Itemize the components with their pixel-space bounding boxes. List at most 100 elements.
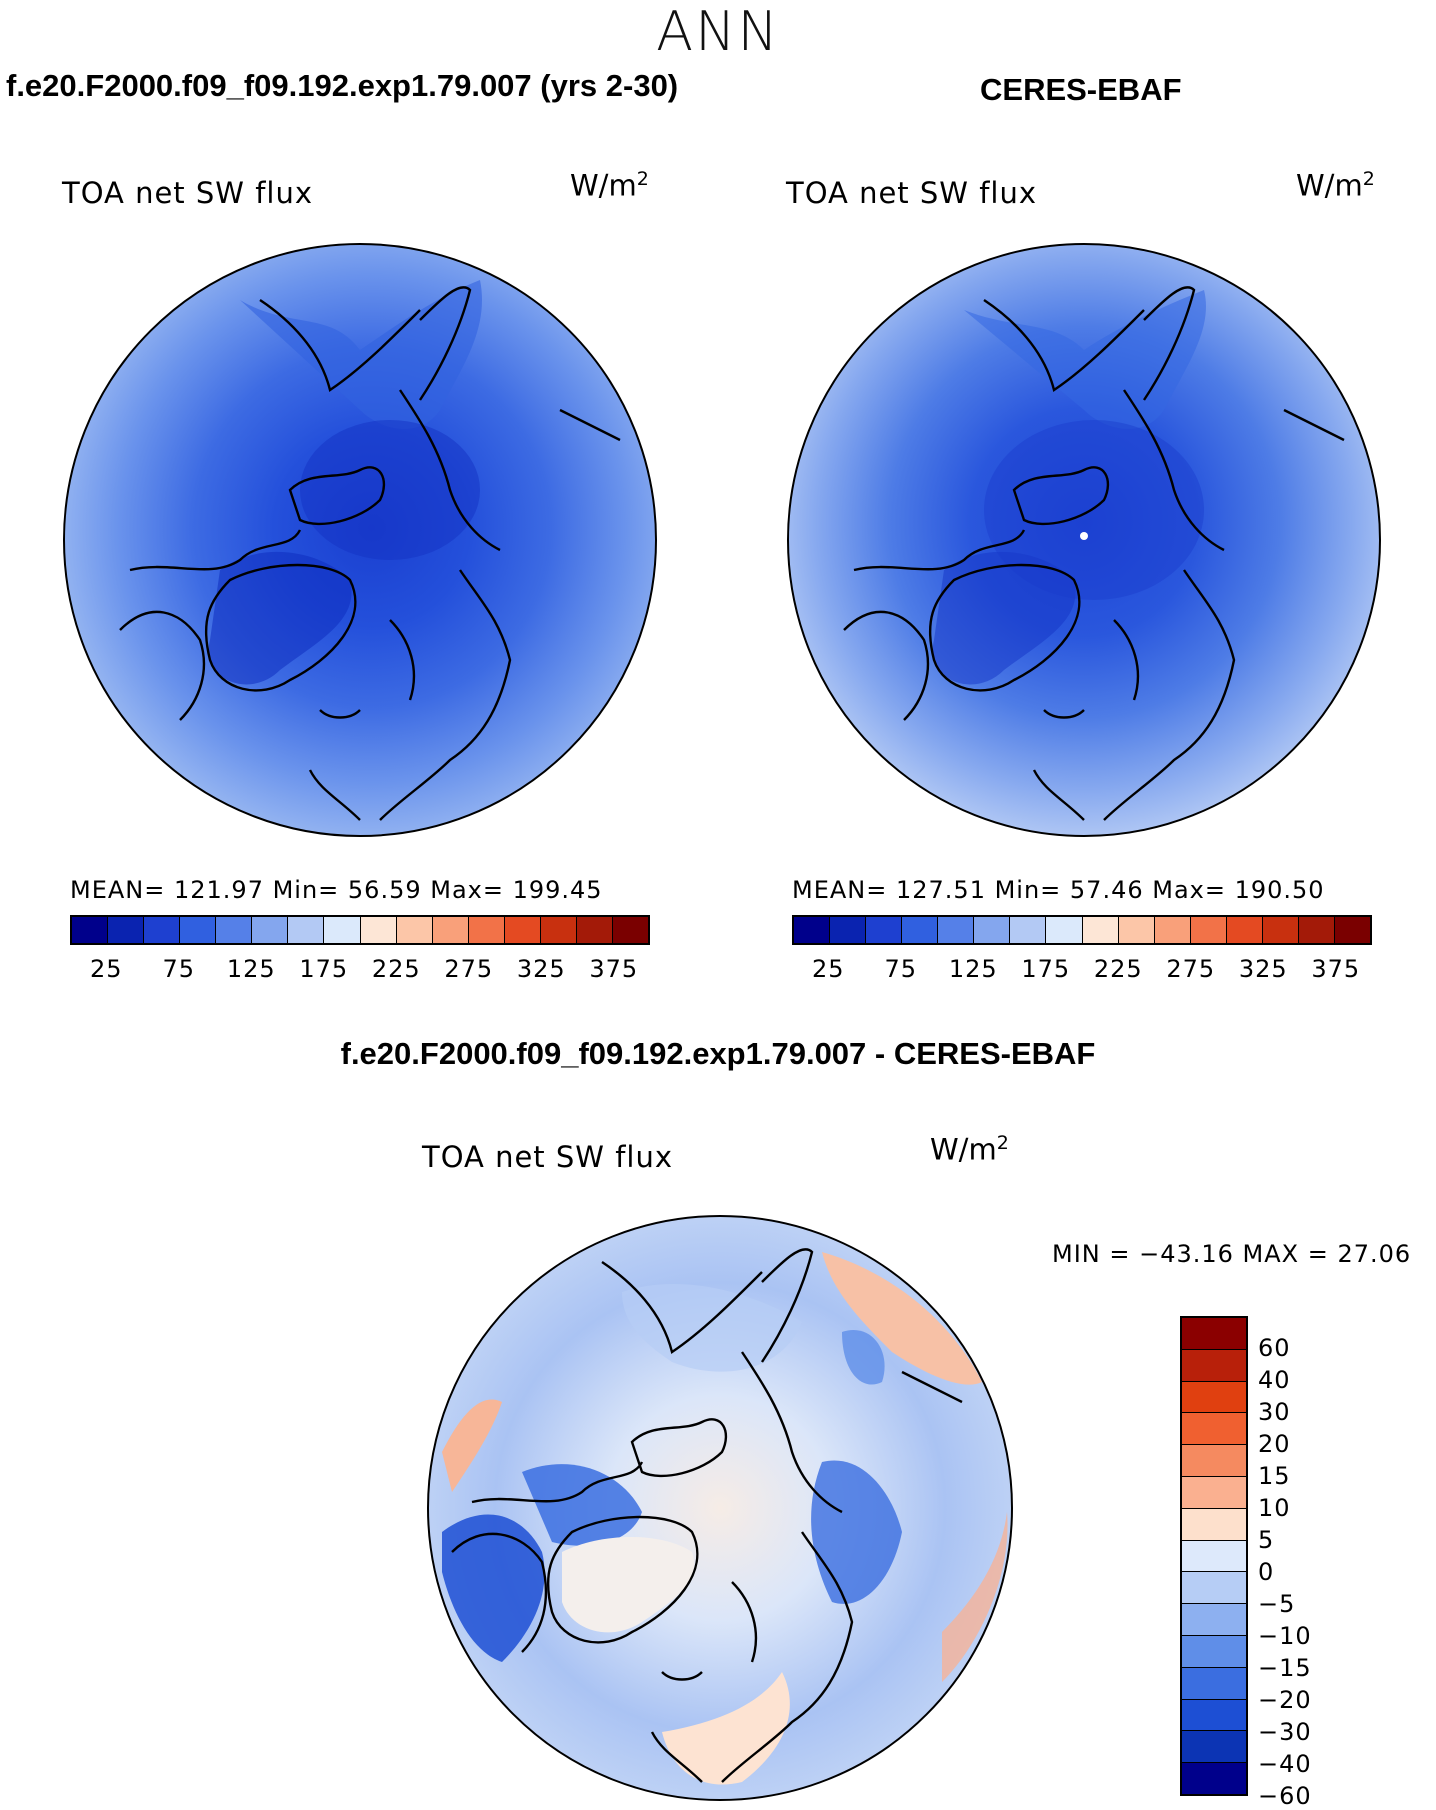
obs-colorbar-bin [794, 917, 831, 943]
diff-coastlines [451, 1248, 963, 1783]
diff-positive-north-east [822, 1252, 982, 1385]
obs-colorbar-tick-label: 225 [1093, 955, 1143, 983]
diff-colorbar-bin [1182, 1604, 1246, 1636]
diff-colorbar-bin [1182, 1572, 1246, 1605]
obs-colorbar-tick-label: 75 [884, 955, 918, 983]
obs-colorbar-bin [974, 917, 1011, 943]
model-colorbar-tick-label: 375 [589, 955, 639, 983]
obs-colorbar-bin [938, 917, 975, 943]
model-colorbar-bin [360, 917, 397, 943]
model-colorbar-bin [396, 917, 433, 943]
diff-stats: MIN = −43.16 MAX = 27.06 [1052, 1240, 1412, 1268]
obs-colorbar-bin [1154, 917, 1191, 943]
model-units-label: W/m2 [570, 168, 649, 203]
model-colorbar [70, 915, 650, 945]
diff-colorbar-bin [1182, 1476, 1246, 1509]
diff-arctic-ocean [622, 1283, 802, 1372]
diff-colorbar-tick-label: 10 [1258, 1494, 1291, 1522]
obs-colorbar-bin [866, 917, 903, 943]
model-colorbar-bin [324, 917, 361, 943]
diff-colorbar-tick-label: 15 [1258, 1462, 1291, 1490]
diff-colorbar-tick-label: 60 [1258, 1334, 1291, 1362]
obs-coastlines [843, 286, 1345, 821]
model-greenland-region [208, 551, 352, 685]
model-colorbar-bin [288, 917, 325, 943]
diff-colorbar-bin [1182, 1318, 1246, 1350]
model-colorbar-bin [216, 917, 253, 943]
diff-negative-canada [522, 1464, 642, 1546]
obs-colorbar-tick-label: 25 [811, 955, 845, 983]
model-colorbar-bin [612, 917, 648, 943]
diff-colorbar-tick-label: 30 [1258, 1398, 1291, 1426]
season-title: ANN [656, 0, 780, 63]
model-colorbar-tick-label: 325 [516, 955, 566, 983]
obs-colorbar-tick-label: 275 [1166, 955, 1216, 983]
obs-colorbar-tick-label: 325 [1238, 955, 1288, 983]
obs-field-region [964, 290, 1206, 429]
diff-colorbar-tick-label: 40 [1258, 1366, 1291, 1394]
diff-colorbar-tick-label: −5 [1258, 1590, 1296, 1618]
obs-colorbar-ticks: 25 75 125 175 225 275 325 375 [792, 955, 1372, 985]
obs-pole-marker [1080, 532, 1088, 540]
model-colorbar-tick-label: 175 [299, 955, 349, 983]
obs-units-label: W/m2 [1296, 168, 1375, 203]
model-colorbar-tick-label: 275 [444, 955, 494, 983]
model-colorbar-tick-label: 225 [371, 955, 421, 983]
diff-colorbar-bin [1182, 1699, 1246, 1732]
diff-colorbar-tick-label: −10 [1258, 1622, 1312, 1650]
model-colorbar-bin [72, 917, 109, 943]
obs-colorbar-bin [1334, 917, 1370, 943]
model-colorbar-bin [504, 917, 541, 943]
diff-colorbar-bin [1182, 1381, 1246, 1414]
diff-colorbar-bin [1182, 1508, 1246, 1541]
diff-colorbar-tick-label: −60 [1258, 1782, 1312, 1810]
diff-colorbar-bin [1182, 1731, 1246, 1764]
diff-positive-east [942, 1512, 1008, 1682]
diff-colorbar-bin [1182, 1667, 1246, 1700]
model-colorbar-tick-label: 125 [226, 955, 276, 983]
obs-colorbar-tick-label: 175 [1021, 955, 1071, 983]
diff-positive-west [442, 1399, 502, 1492]
obs-panel-title: CERES-EBAF [980, 72, 1182, 107]
obs-greenland-region [932, 551, 1076, 685]
obs-colorbar [792, 915, 1372, 945]
obs-polar-map [787, 243, 1381, 837]
model-colorbar-tick-label: 25 [89, 955, 123, 983]
diff-colorbar-tick-label: 5 [1258, 1526, 1275, 1554]
diff-colorbar-tick-label: −30 [1258, 1718, 1312, 1746]
obs-colorbar-bin [1262, 917, 1299, 943]
obs-colorbar-bin [1046, 917, 1083, 943]
model-colorbar-bin [576, 917, 613, 943]
model-colorbar-bin [180, 917, 217, 943]
diff-negative-north [842, 1330, 885, 1385]
model-colorbar-bin [432, 917, 469, 943]
model-colorbar-bin [144, 917, 181, 943]
diff-units-label: W/m2 [930, 1132, 1009, 1167]
diff-negative-siberia [811, 1460, 902, 1604]
obs-variable-label: TOA net SW flux [786, 176, 1038, 210]
diff-polar-map [427, 1215, 1013, 1801]
diff-colorbar-tick-label: 0 [1258, 1558, 1275, 1586]
obs-colorbar-bin [830, 917, 867, 943]
diff-colorbar-tick-label: −20 [1258, 1686, 1312, 1714]
diff-colorbar-bin [1182, 1635, 1246, 1668]
obs-colorbar-bin [1226, 917, 1263, 943]
obs-colorbar-bin [1190, 917, 1227, 943]
obs-colorbar-bin [1298, 917, 1335, 943]
diff-greenland-region [562, 1537, 694, 1633]
diff-colorbar-tick-label: 20 [1258, 1430, 1291, 1458]
model-arctic-core [300, 420, 480, 560]
diff-colorbar-labels: 60 40 30 20 15 10 5 0 −5 −10 −15 −20 −30 −40 −60 [1258, 1316, 1378, 1810]
obs-colorbar-tick-label: 125 [948, 955, 998, 983]
diff-colorbar-bin [1182, 1763, 1246, 1794]
model-colorbar-bin [468, 917, 505, 943]
obs-colorbar-bin [902, 917, 939, 943]
obs-colorbar-bin [1010, 917, 1047, 943]
model-colorbar-bin [540, 917, 577, 943]
model-variable-label: TOA net SW flux [62, 176, 314, 210]
model-panel-title: f.e20.F2000.f09_f09.192.exp1.79.007 (yrs… [6, 68, 679, 103]
obs-map-border [787, 243, 1381, 837]
obs-colorbar-tick-label: 375 [1311, 955, 1361, 983]
obs-arctic-core [984, 420, 1204, 600]
model-polar-map [63, 243, 657, 837]
